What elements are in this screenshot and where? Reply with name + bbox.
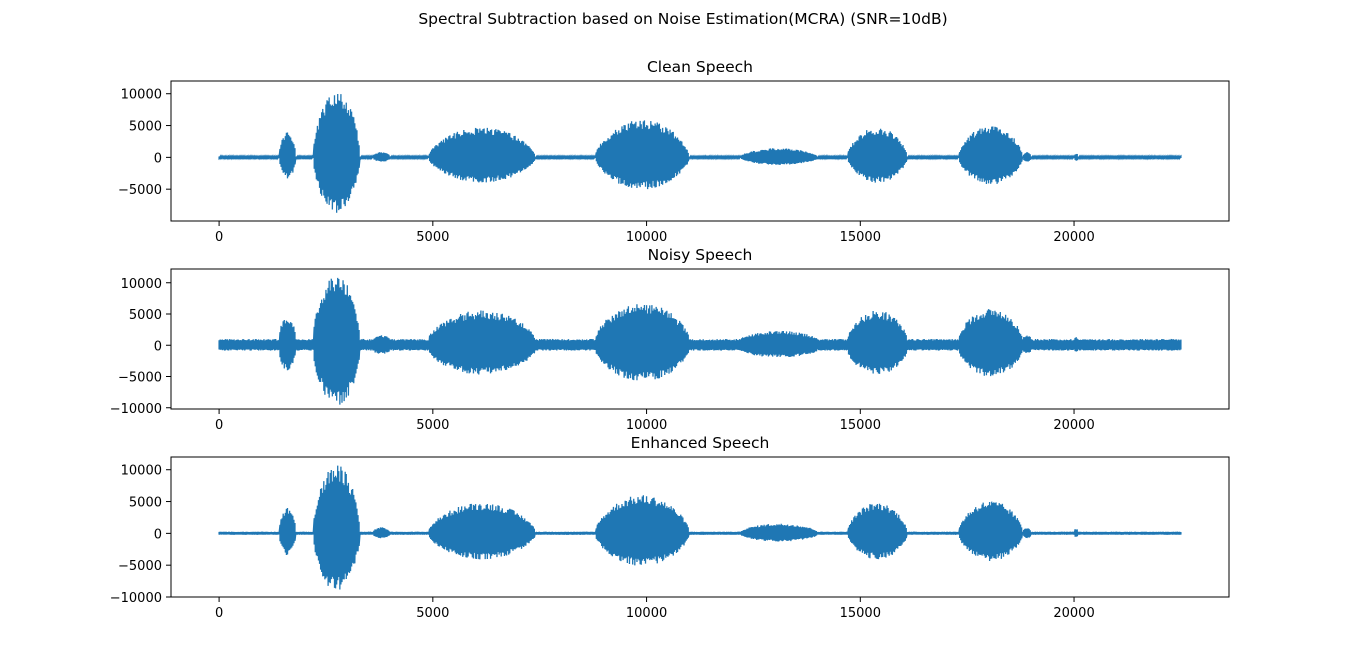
- subplot-title: Noisy Speech: [648, 246, 753, 264]
- waveform-series: [218, 277, 1182, 405]
- subplot-clean-speech: Clean Speech 0 5000 10000 15000 20000 −5000 0 5…: [118, 58, 1230, 245]
- y-tick-label: 0: [154, 527, 162, 542]
- x-tick-label: 15000: [840, 230, 881, 245]
- x-tick-label: 10000: [626, 606, 667, 621]
- waveform-series: [218, 93, 1182, 213]
- subplot-title: Enhanced Speech: [631, 434, 770, 452]
- x-tick-label: 0: [215, 606, 223, 621]
- y-tick-label: −10000: [110, 402, 162, 417]
- y-tick-label: −5000: [118, 183, 162, 198]
- y-tick-label: −10000: [110, 591, 162, 606]
- x-tick-label: 5000: [416, 230, 449, 245]
- x-tick-label: 15000: [840, 418, 881, 433]
- x-tick-label: 20000: [1053, 230, 1094, 245]
- y-tick-label: 0: [154, 151, 162, 166]
- axes-frame: [170, 80, 1230, 222]
- x-tick-label: 0: [215, 418, 223, 433]
- y-tick-label: 10000: [121, 277, 162, 292]
- y-tick-label: 5000: [129, 496, 162, 511]
- y-tick-label: −5000: [118, 371, 162, 386]
- x-tick-label: 20000: [1053, 606, 1094, 621]
- x-tick-label: 20000: [1053, 418, 1094, 433]
- y-tick-label: 10000: [121, 88, 162, 103]
- axes-frame: [170, 456, 1230, 598]
- x-tick-label: 15000: [840, 606, 881, 621]
- waveform-series: [218, 465, 1182, 590]
- y-tick-label: 5000: [129, 308, 162, 323]
- y-tick-label: 0: [154, 339, 162, 354]
- x-tick-label: 5000: [416, 418, 449, 433]
- y-tick-label: 5000: [129, 120, 162, 135]
- x-tick-label: 0: [215, 230, 223, 245]
- figure-suptitle: Spectral Subtraction based on Noise Esti…: [418, 10, 947, 28]
- subplot-enhanced-speech: Enhanced Speech 0 5000 10000 15000 20000 −100…: [110, 434, 1230, 621]
- subplot-title: Clean Speech: [647, 58, 753, 76]
- y-tick-label: −5000: [118, 559, 162, 574]
- x-tick-label: 5000: [416, 606, 449, 621]
- y-tick-label: 10000: [121, 464, 162, 479]
- axes-frame: [170, 268, 1230, 410]
- subplot-noisy-speech: Noisy Speech 0 5000 10000 15000 20000 −10000 −…: [110, 246, 1230, 433]
- x-tick-label: 10000: [626, 230, 667, 245]
- x-tick-label: 10000: [626, 418, 667, 433]
